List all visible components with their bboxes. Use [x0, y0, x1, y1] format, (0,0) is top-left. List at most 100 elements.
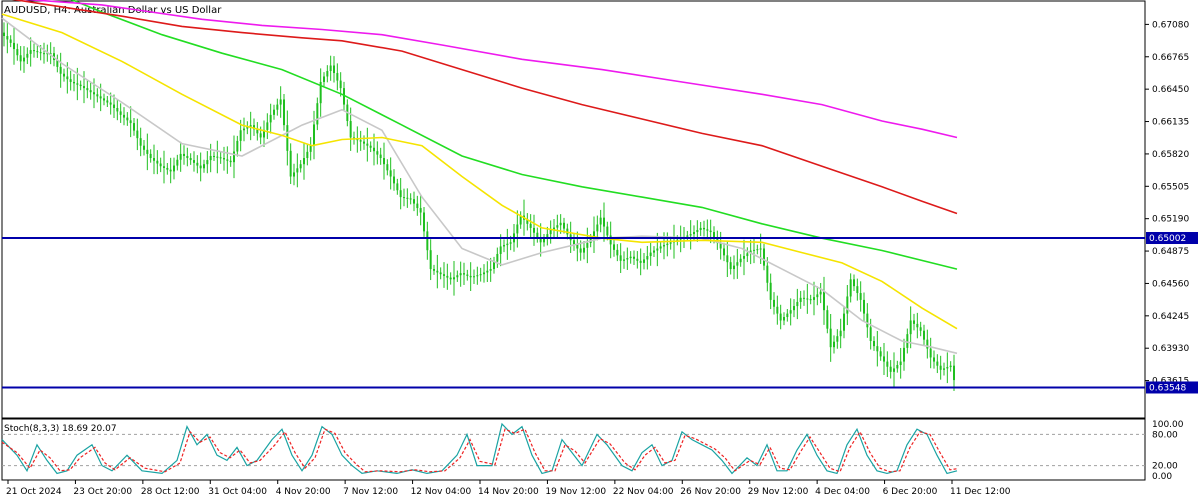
- main-chart-title: AUDUSD, H4: Australian Dollar vs US Doll…: [4, 5, 222, 16]
- candle-body: [549, 229, 552, 235]
- candle-body: [149, 153, 152, 159]
- candle-body: [676, 239, 679, 241]
- candle-body: [263, 129, 265, 138]
- moving-average-line-0: [1, 17, 958, 355]
- candle-body: [886, 361, 889, 367]
- candle-body: [856, 286, 859, 294]
- candle-body: [9, 39, 12, 43]
- candle-body: [63, 73, 65, 77]
- candle-body: [766, 265, 769, 283]
- candle-body: [853, 279, 855, 287]
- x-tick-label: 7 Nov 12:00: [343, 487, 398, 497]
- candle-body: [756, 249, 759, 251]
- candle-body: [663, 245, 665, 247]
- candle-body: [613, 244, 615, 250]
- candle-body: [333, 65, 335, 74]
- candle-body: [839, 330, 842, 337]
- candle-body: [389, 170, 392, 177]
- candle-body: [699, 227, 702, 230]
- candle-body: [843, 313, 845, 331]
- candle-body: [889, 366, 892, 372]
- candle-body: [546, 234, 549, 239]
- candle-body: [249, 125, 252, 127]
- candle-body: [213, 155, 215, 157]
- y-tick-label: 0.65190: [1152, 215, 1189, 225]
- candle-body: [206, 160, 209, 165]
- candle-body: [169, 169, 172, 172]
- x-tick-label: 26 Nov 20:00: [680, 487, 741, 497]
- candle-body: [419, 208, 422, 213]
- candle-body: [279, 99, 282, 105]
- candle-body: [689, 234, 692, 236]
- candle-body: [299, 164, 302, 169]
- candle-body: [193, 160, 195, 163]
- candle-body: [786, 313, 789, 318]
- candle-body: [799, 297, 802, 302]
- x-tick-label: 31 Oct 04:00: [208, 487, 267, 497]
- stoch-line-0: [1, 422, 958, 475]
- candle-body: [796, 301, 799, 307]
- candle-body: [783, 317, 785, 321]
- candle-body: [593, 231, 595, 239]
- candle-body: [709, 230, 712, 233]
- candle-body: [296, 168, 299, 173]
- candle-body: [119, 111, 122, 115]
- candle-body: [153, 158, 155, 161]
- candle-body: [579, 248, 582, 253]
- candle-body: [833, 341, 835, 348]
- stoch-title: Stoch(8,3,3) 18.69 20.07: [4, 424, 117, 434]
- x-tick-label: 23 Oct 20:00: [73, 487, 132, 497]
- stoch-y-tick-label: 100.00: [1152, 420, 1184, 430]
- candle-body: [883, 356, 885, 362]
- level-label-box: [1146, 232, 1198, 245]
- candle-body: [793, 306, 795, 311]
- candle-body: [459, 273, 462, 276]
- candle-body: [86, 88, 89, 91]
- candle-body: [319, 81, 322, 104]
- candle-body: [49, 53, 52, 55]
- candle-body: [233, 151, 235, 163]
- candle-body: [813, 297, 815, 300]
- candle-body: [449, 277, 452, 280]
- candle-body: [426, 231, 429, 251]
- candle-body: [526, 219, 529, 224]
- candle-body: [909, 320, 912, 335]
- candle-body: [659, 246, 662, 249]
- candle-body: [503, 245, 505, 247]
- candle-body: [719, 243, 722, 249]
- candle-body: [16, 49, 19, 56]
- moving-average-line-2: [70, 0, 958, 270]
- candle-body: [656, 248, 659, 251]
- candle-body: [453, 277, 455, 280]
- candle-body: [443, 274, 445, 276]
- candle-body: [753, 249, 755, 251]
- candle-body: [879, 351, 882, 357]
- candle-body: [226, 159, 229, 161]
- candle-body: [159, 163, 162, 167]
- candle-body: [639, 260, 642, 263]
- candle-body: [216, 156, 219, 158]
- candle-body: [83, 86, 85, 89]
- candle-body: [303, 158, 305, 165]
- candle-body: [899, 361, 902, 365]
- candle-body: [463, 273, 465, 275]
- candle-body: [39, 52, 42, 54]
- candle-body: [23, 57, 25, 62]
- candle-body: [256, 129, 259, 134]
- candle-body: [273, 109, 275, 115]
- candle-body: [939, 365, 942, 370]
- candle-body: [576, 244, 579, 249]
- candle-body: [209, 155, 212, 161]
- candle-body: [809, 299, 812, 301]
- candle-body: [936, 361, 939, 366]
- candle-body: [626, 258, 629, 260]
- candle-body: [373, 147, 375, 152]
- candle-body: [223, 158, 225, 160]
- candle-body: [533, 227, 535, 233]
- candle-body: [583, 247, 585, 253]
- x-tick-label: 22 Nov 04:00: [613, 487, 674, 497]
- candle-body: [306, 151, 309, 159]
- candle-body: [456, 275, 459, 278]
- candle-body: [363, 141, 365, 144]
- candle-body: [926, 339, 929, 349]
